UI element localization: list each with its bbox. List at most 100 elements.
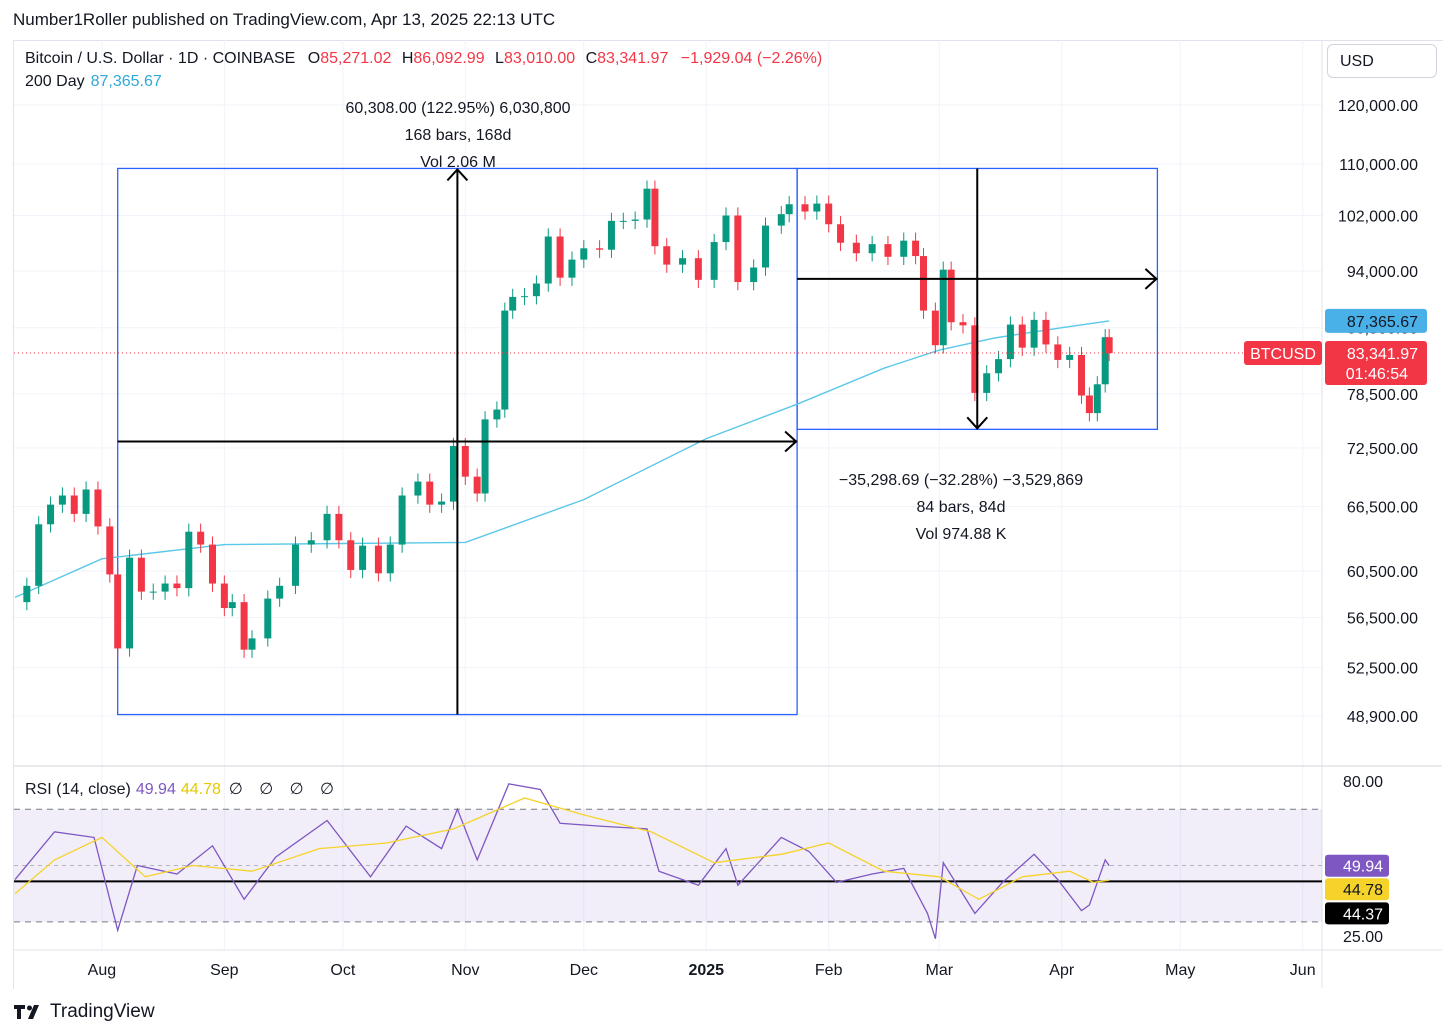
candle-body bbox=[722, 215, 730, 243]
candle-body bbox=[509, 296, 517, 311]
arrow-head-down bbox=[966, 416, 988, 430]
ma-legend[interactable]: 200 Day 87,365.67 bbox=[25, 73, 162, 91]
rsi-line bbox=[14, 783, 1110, 939]
candle-body bbox=[663, 246, 671, 265]
price-tick-label: 56,500.00 bbox=[1347, 611, 1418, 628]
tradingview-logo[interactable]: TradingView bbox=[14, 1001, 155, 1023]
open-value: 85,271.02 bbox=[320, 50, 392, 67]
high-value: 86,092.99 bbox=[413, 50, 485, 67]
candle-body bbox=[47, 504, 55, 525]
candle-body bbox=[276, 585, 284, 599]
candle-body bbox=[813, 203, 821, 212]
rsi-line-value-tag bbox=[1325, 902, 1389, 925]
candle-body bbox=[556, 236, 564, 278]
candle-body bbox=[931, 310, 939, 346]
candle-body bbox=[785, 204, 793, 215]
candle-body bbox=[900, 240, 908, 257]
time-tick-label: Mar bbox=[926, 962, 954, 979]
price-tick-label: 60,500.00 bbox=[1347, 564, 1418, 581]
candle-body bbox=[1078, 354, 1085, 396]
grid bbox=[14, 40, 1442, 988]
candle-body bbox=[23, 585, 31, 603]
time-tick-label: Nov bbox=[451, 962, 479, 979]
candle-body bbox=[762, 225, 769, 268]
candle-body bbox=[884, 244, 892, 257]
candle-body bbox=[359, 545, 367, 570]
candle-body bbox=[70, 495, 78, 514]
candle-body bbox=[493, 409, 501, 420]
candle-body bbox=[1105, 337, 1113, 354]
last-price-tag-text: 83,341.97 bbox=[1347, 346, 1418, 363]
candle-body bbox=[521, 296, 529, 298]
candle-body bbox=[149, 591, 157, 593]
candle-body bbox=[619, 220, 627, 222]
rsi-value-tag bbox=[1325, 854, 1389, 877]
time-tick-label: Dec bbox=[570, 962, 598, 979]
measure-down-volume: Vol 974.88 K bbox=[915, 526, 1007, 543]
candle-body bbox=[248, 638, 256, 650]
candle-body bbox=[438, 501, 446, 505]
measure-down-change: −35,298.69 (−32.28%) −3,529,869 bbox=[838, 472, 1084, 489]
candle-body bbox=[694, 258, 702, 280]
rsi-pane bbox=[14, 783, 1322, 939]
symbol-tag-text: BTCUSD bbox=[1250, 346, 1316, 363]
candle-body bbox=[1066, 354, 1074, 360]
candle-body bbox=[568, 259, 576, 278]
ma200-line bbox=[14, 320, 1110, 599]
candle-body bbox=[734, 215, 742, 283]
rsi-legend[interactable]: RSI (14, close) 49.94 44.78 ∅ ∅ ∅ ∅ bbox=[25, 779, 340, 799]
rsi-disabled-values: ∅ ∅ ∅ ∅ bbox=[228, 781, 340, 798]
rsi-value-tag-text: 49.94 bbox=[1343, 859, 1383, 876]
candle-body bbox=[414, 481, 422, 496]
candle-body bbox=[971, 325, 979, 393]
candle-body bbox=[264, 598, 272, 639]
candle-body bbox=[912, 240, 920, 257]
candle-body bbox=[82, 489, 90, 514]
candle-body bbox=[631, 219, 639, 221]
time-tick-label: May bbox=[1165, 962, 1195, 979]
candle-body bbox=[596, 248, 604, 250]
candle-body bbox=[386, 544, 394, 574]
arrow-head-up bbox=[446, 167, 469, 182]
candle-body bbox=[307, 540, 315, 545]
rsi-tick-label: 80.00 bbox=[1343, 774, 1383, 791]
candle-body bbox=[126, 557, 134, 649]
price-tick-label: 72,500.00 bbox=[1347, 441, 1418, 458]
candle-body bbox=[449, 446, 457, 502]
time-tick-label: 2025 bbox=[688, 962, 724, 979]
time-tick-label: Aug bbox=[88, 962, 116, 979]
ohlc-legend: Bitcoin / U.S. Dollar · 1D · COINBASE O8… bbox=[25, 50, 822, 68]
time-tick-label: Feb bbox=[815, 962, 843, 979]
price-tick-label: 102,000.00 bbox=[1338, 209, 1418, 226]
candle-body bbox=[58, 495, 66, 505]
price-pane bbox=[14, 167, 1322, 716]
rsi-band-fill bbox=[14, 809, 1322, 922]
time-tick-label: Sep bbox=[210, 962, 239, 979]
candle-body bbox=[106, 526, 114, 575]
low-label: L bbox=[495, 50, 504, 67]
close-label: C bbox=[585, 50, 598, 67]
rsi-ma-value-tag bbox=[1325, 878, 1389, 901]
currency-button[interactable]: USD bbox=[1327, 44, 1437, 78]
high-label: H bbox=[401, 50, 414, 67]
candle-body bbox=[1054, 344, 1062, 360]
brand-name: TradingView bbox=[50, 1001, 155, 1022]
ma-value: 87,365.67 bbox=[90, 73, 162, 90]
arrow-head-right bbox=[1144, 268, 1158, 290]
rsi-line-value-tag-text: 44.37 bbox=[1343, 906, 1383, 923]
low-value: 83,010.00 bbox=[503, 50, 576, 67]
candle-body bbox=[983, 373, 991, 393]
candle-body bbox=[643, 188, 651, 220]
candle-body bbox=[114, 574, 122, 649]
candle-body bbox=[94, 489, 102, 527]
rsi-ma-line bbox=[14, 797, 1110, 901]
candle-body bbox=[473, 476, 481, 494]
tradingview-icon bbox=[14, 1005, 39, 1019]
candle-body bbox=[852, 242, 860, 254]
last-price-tag bbox=[1325, 341, 1427, 386]
arrow-head-right bbox=[784, 430, 798, 453]
candle-body bbox=[651, 188, 659, 247]
measure-up-bars: 168 bars, 168d bbox=[404, 127, 512, 144]
candle-body bbox=[1006, 324, 1014, 360]
